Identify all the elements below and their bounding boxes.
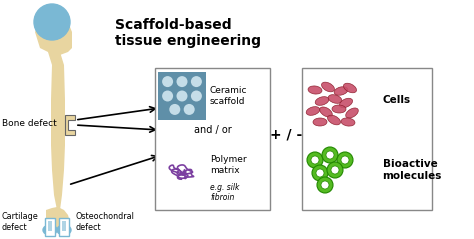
- Circle shape: [307, 152, 323, 168]
- Ellipse shape: [334, 87, 348, 95]
- Text: Bone defect: Bone defect: [2, 119, 57, 127]
- Ellipse shape: [339, 98, 353, 108]
- Circle shape: [162, 91, 173, 102]
- Circle shape: [176, 76, 188, 87]
- Polygon shape: [35, 14, 72, 55]
- Text: Cartilage
defect: Cartilage defect: [1, 212, 38, 232]
- Circle shape: [176, 91, 188, 102]
- Ellipse shape: [344, 83, 356, 93]
- Text: Osteochondral
defect: Osteochondral defect: [76, 212, 135, 232]
- Bar: [158, 72, 206, 120]
- Circle shape: [169, 104, 180, 115]
- Ellipse shape: [57, 225, 71, 235]
- Ellipse shape: [43, 225, 57, 235]
- Bar: [48, 221, 52, 231]
- Ellipse shape: [328, 95, 342, 103]
- Text: and / or: and / or: [193, 125, 231, 135]
- Bar: [59, 218, 69, 236]
- Text: + / -: + / -: [270, 128, 302, 142]
- Bar: [155, 68, 270, 210]
- Ellipse shape: [341, 118, 355, 126]
- Text: Ceramic
scaffold: Ceramic scaffold: [210, 86, 247, 106]
- Ellipse shape: [308, 86, 322, 94]
- Circle shape: [322, 147, 338, 163]
- Text: Polymer
matrix: Polymer matrix: [210, 155, 246, 175]
- Circle shape: [341, 156, 349, 164]
- Polygon shape: [65, 115, 75, 135]
- Circle shape: [337, 152, 353, 168]
- Circle shape: [191, 91, 202, 102]
- Bar: [302, 68, 432, 210]
- Circle shape: [321, 181, 329, 189]
- Text: Scaffold-based: Scaffold-based: [115, 18, 232, 32]
- Circle shape: [184, 104, 195, 115]
- Polygon shape: [48, 52, 65, 210]
- Ellipse shape: [306, 107, 320, 115]
- Circle shape: [311, 156, 319, 164]
- Text: tissue engineering: tissue engineering: [115, 34, 261, 48]
- Ellipse shape: [319, 107, 332, 117]
- Polygon shape: [46, 207, 70, 232]
- Ellipse shape: [313, 118, 327, 126]
- Circle shape: [34, 4, 70, 40]
- Text: Cells: Cells: [383, 95, 411, 105]
- Circle shape: [312, 165, 328, 181]
- Circle shape: [316, 169, 324, 177]
- Ellipse shape: [315, 97, 329, 105]
- Ellipse shape: [346, 108, 358, 118]
- Text: Bioactive
molecules: Bioactive molecules: [383, 159, 442, 181]
- Circle shape: [331, 166, 339, 174]
- Ellipse shape: [332, 105, 346, 113]
- Circle shape: [326, 151, 334, 159]
- Ellipse shape: [328, 115, 340, 125]
- Circle shape: [191, 76, 202, 87]
- Ellipse shape: [321, 82, 335, 92]
- Circle shape: [317, 177, 333, 193]
- Circle shape: [162, 76, 173, 87]
- Circle shape: [327, 162, 343, 178]
- Bar: [45, 218, 55, 236]
- Bar: [62, 221, 66, 231]
- Text: e.g. silk
fibroin: e.g. silk fibroin: [210, 183, 239, 202]
